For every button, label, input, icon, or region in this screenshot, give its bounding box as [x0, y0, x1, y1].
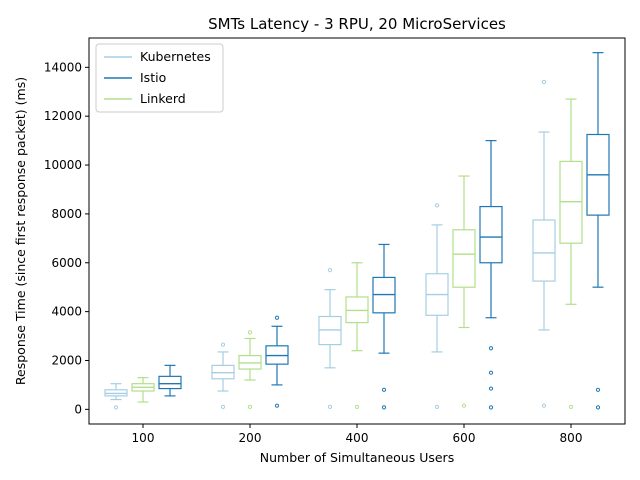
box-linkerd-100 — [131, 376, 155, 403]
outlier-point — [541, 403, 547, 408]
outlier-point — [327, 267, 333, 273]
legend-frame — [95, 43, 224, 113]
outlier-point — [381, 405, 387, 410]
x-tick-label: 200 — [239, 431, 262, 445]
outlier-point — [461, 403, 467, 408]
box-kubernetes-800 — [532, 79, 556, 408]
outlier-point — [488, 370, 494, 375]
x-tick-label: 600 — [453, 431, 476, 445]
x-axis: 100 200 400 600 800 — [132, 424, 583, 445]
legend: Kubernetes Istio Linkerd — [95, 43, 224, 113]
box-istio-100 — [158, 364, 182, 397]
legend-label: Kubernetes — [140, 49, 211, 64]
box-iqr — [158, 375, 182, 390]
box-linkerd-400 — [345, 262, 369, 409]
box-linkerd-800 — [559, 98, 583, 409]
outlier-point — [488, 386, 494, 391]
legend-label: Istio — [140, 70, 166, 85]
x-axis-label: Number of Simultaneous Users — [260, 450, 454, 465]
box-istio-200 — [265, 315, 289, 408]
box-istio-800 — [586, 52, 610, 410]
box-iqr — [452, 229, 476, 288]
outlier-point — [381, 387, 387, 392]
outlier-point — [488, 405, 494, 410]
x-tick-label: 100 — [132, 431, 155, 445]
outlier-point — [274, 403, 280, 408]
plot-marks — [104, 52, 610, 410]
y-tick-label: 10000 — [44, 158, 82, 172]
box-iqr — [532, 219, 556, 282]
outlier-point — [220, 404, 226, 409]
outlier-point — [220, 342, 226, 347]
y-axis-label: Response Time (since first response pack… — [13, 77, 28, 385]
y-tick-label: 8000 — [51, 207, 82, 221]
box-kubernetes-100 — [104, 383, 128, 410]
outlier-point — [274, 315, 280, 320]
outlier-point — [595, 387, 601, 392]
outlier-point — [434, 203, 440, 208]
outlier-point — [434, 404, 440, 409]
outlier-point — [247, 330, 253, 335]
box-istio-400 — [372, 243, 396, 410]
box-kubernetes-400 — [318, 267, 342, 409]
outlier-point — [247, 404, 253, 409]
chart-title: SMTs Latency - 3 RPU, 20 MicroServices — [208, 15, 506, 33]
box-kubernetes-600 — [425, 203, 449, 409]
outlier-point — [595, 405, 601, 410]
y-tick-label: 0 — [74, 402, 82, 416]
box-kubernetes-200 — [211, 342, 235, 409]
x-tick-label: 800 — [560, 431, 583, 445]
outlier-point — [113, 405, 119, 410]
box-istio-600 — [479, 140, 503, 410]
box-iqr — [479, 205, 503, 264]
y-tick-label: 6000 — [51, 256, 82, 270]
y-tick-label: 2000 — [51, 353, 82, 367]
box-linkerd-200 — [238, 330, 262, 409]
y-tick-label: 4000 — [51, 305, 82, 319]
box-linkerd-600 — [452, 175, 476, 408]
x-tick-label: 400 — [346, 431, 369, 445]
y-tick-label: 14000 — [44, 60, 82, 74]
outlier-point — [568, 404, 574, 409]
legend-label: Linkerd — [140, 91, 186, 106]
outlier-point — [327, 404, 333, 409]
y-axis: 0 2000 4000 6000 8000 10000 12000 14000 — [44, 60, 89, 416]
outlier-point — [354, 404, 360, 409]
outlier-point — [541, 79, 547, 85]
y-tick-label: 12000 — [44, 109, 82, 123]
outlier-point — [488, 346, 494, 351]
